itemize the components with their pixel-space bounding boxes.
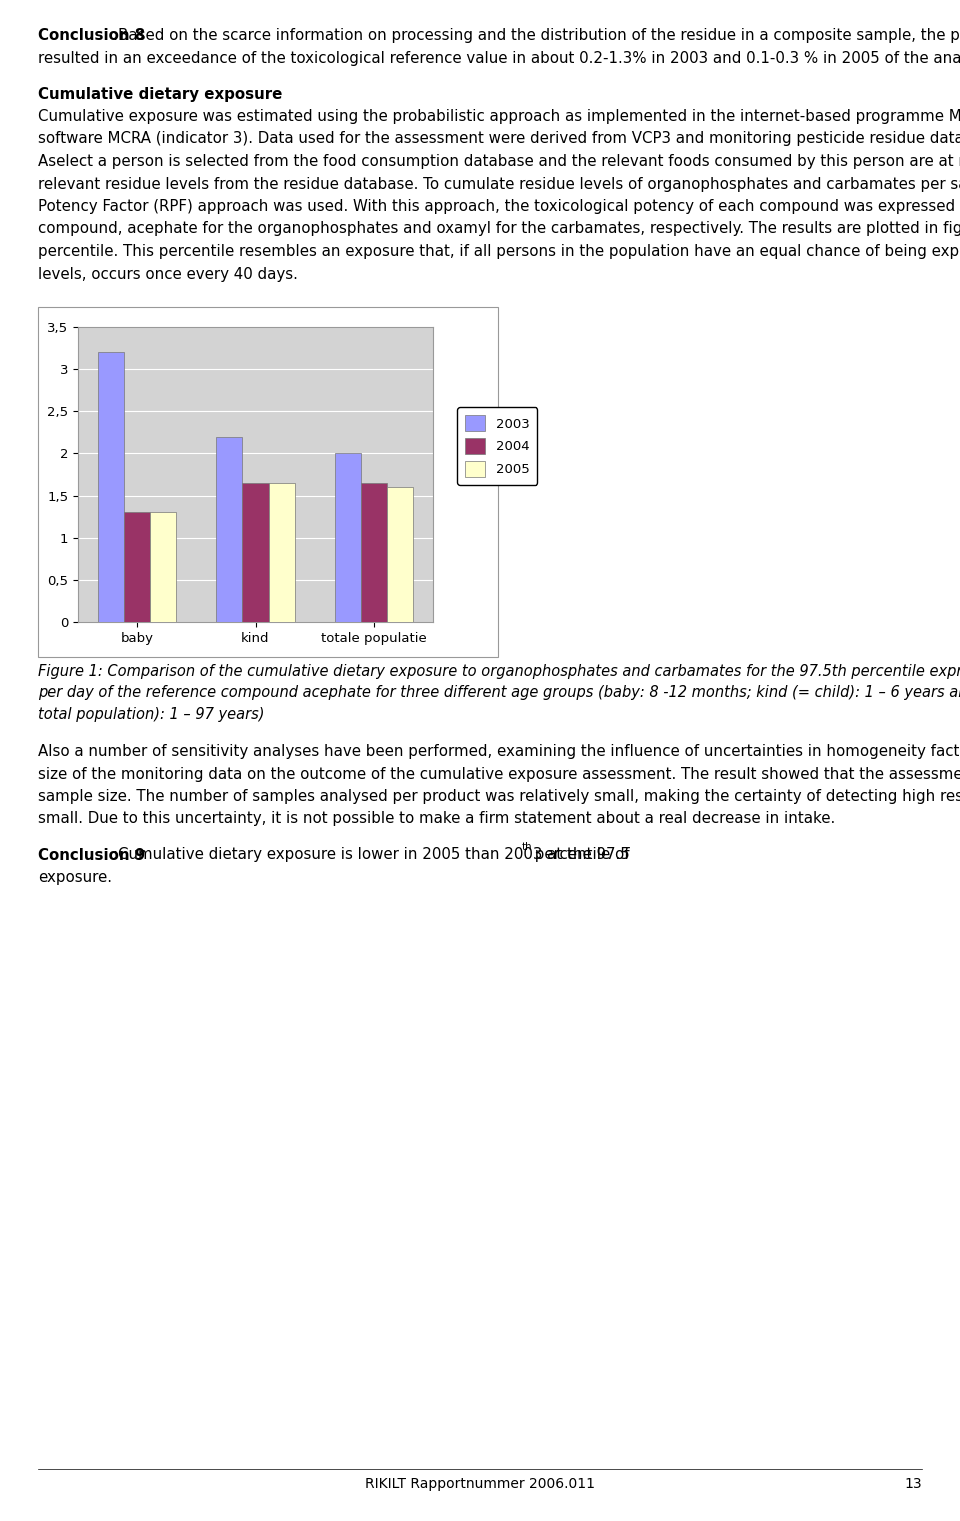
Text: relevant residue levels from the residue database. To cumulate residue levels of: relevant residue levels from the residue… [38, 176, 960, 192]
Text: Cumulative dietary exposure: Cumulative dietary exposure [38, 87, 282, 102]
Bar [243, 484, 269, 622]
Text: resulted in an exceedance of the toxicological reference value in about 0.2-1.3%: resulted in an exceedance of the toxicol… [38, 50, 960, 65]
Text: small. Due to this uncertainty, it is not possible to make a firm statement abou: small. Due to this uncertainty, it is no… [38, 812, 835, 826]
Bar [38, 307, 498, 657]
Text: Cumulative exposure was estimated using the probabilistic approach as implemente: Cumulative exposure was estimated using … [38, 110, 960, 125]
Text: percentile. This percentile resembles an exposure that, if all persons in the po: percentile. This percentile resembles an… [38, 243, 960, 259]
Bar [98, 353, 124, 622]
Text: compound, acephate for the organophosphates and oxamyl for the carbamates, respe: compound, acephate for the organophospha… [38, 222, 960, 236]
Text: exposure.: exposure. [38, 870, 112, 885]
Bar [124, 513, 150, 622]
Text: Conclusion 8: Conclusion 8 [38, 27, 145, 43]
Text: per day of the reference compound acephate for three different age groups (baby:: per day of the reference compound acepha… [38, 686, 960, 700]
Text: 13: 13 [904, 1477, 922, 1491]
Text: Figure 1: Comparison of the cumulative dietary exposure to organophosphates and : Figure 1: Comparison of the cumulative d… [38, 663, 960, 678]
Text: sample size. The number of samples analysed per product was relatively small, ma: sample size. The number of samples analy… [38, 789, 960, 805]
Text: Also a number of sensitivity analyses have been performed, examining the influen: Also a number of sensitivity analyses ha… [38, 744, 960, 759]
Text: RIKILT Rapportnummer 2006.011: RIKILT Rapportnummer 2006.011 [365, 1477, 595, 1491]
Bar [150, 513, 177, 622]
Text: levels, occurs once every 40 days.: levels, occurs once every 40 days. [38, 266, 298, 281]
Legend: 2003, 2004, 2005: 2003, 2004, 2005 [457, 408, 538, 485]
Text: total population): 1 – 97 years): total population): 1 – 97 years) [38, 707, 265, 722]
Bar [216, 437, 243, 622]
Text: Conclusion 9: Conclusion 9 [38, 847, 145, 862]
Text: :Cumulative dietary exposure is lower in 2005 than 2003 at the 97.5: :Cumulative dietary exposure is lower in… [112, 847, 630, 862]
Bar [335, 453, 361, 622]
Bar [387, 487, 413, 622]
Bar [269, 484, 295, 622]
Bar [361, 484, 387, 622]
Text: percentile of: percentile of [530, 847, 630, 862]
Text: size of the monitoring data on the outcome of the cumulative exposure assessment: size of the monitoring data on the outco… [38, 767, 960, 782]
Text: th: th [521, 843, 532, 852]
Text: Potency Factor (RPF) approach was used. With this approach, the toxicological po: Potency Factor (RPF) approach was used. … [38, 199, 960, 214]
Text: Aselect a person is selected from the food consumption database and the relevant: Aselect a person is selected from the fo… [38, 154, 960, 169]
Text: software MCRA (indicator 3). Data used for the assessment were derived from VCP3: software MCRA (indicator 3). Data used f… [38, 131, 960, 146]
Text: :Based on the scarce information on processing and the distribution of the resid: :Based on the scarce information on proc… [112, 27, 960, 43]
